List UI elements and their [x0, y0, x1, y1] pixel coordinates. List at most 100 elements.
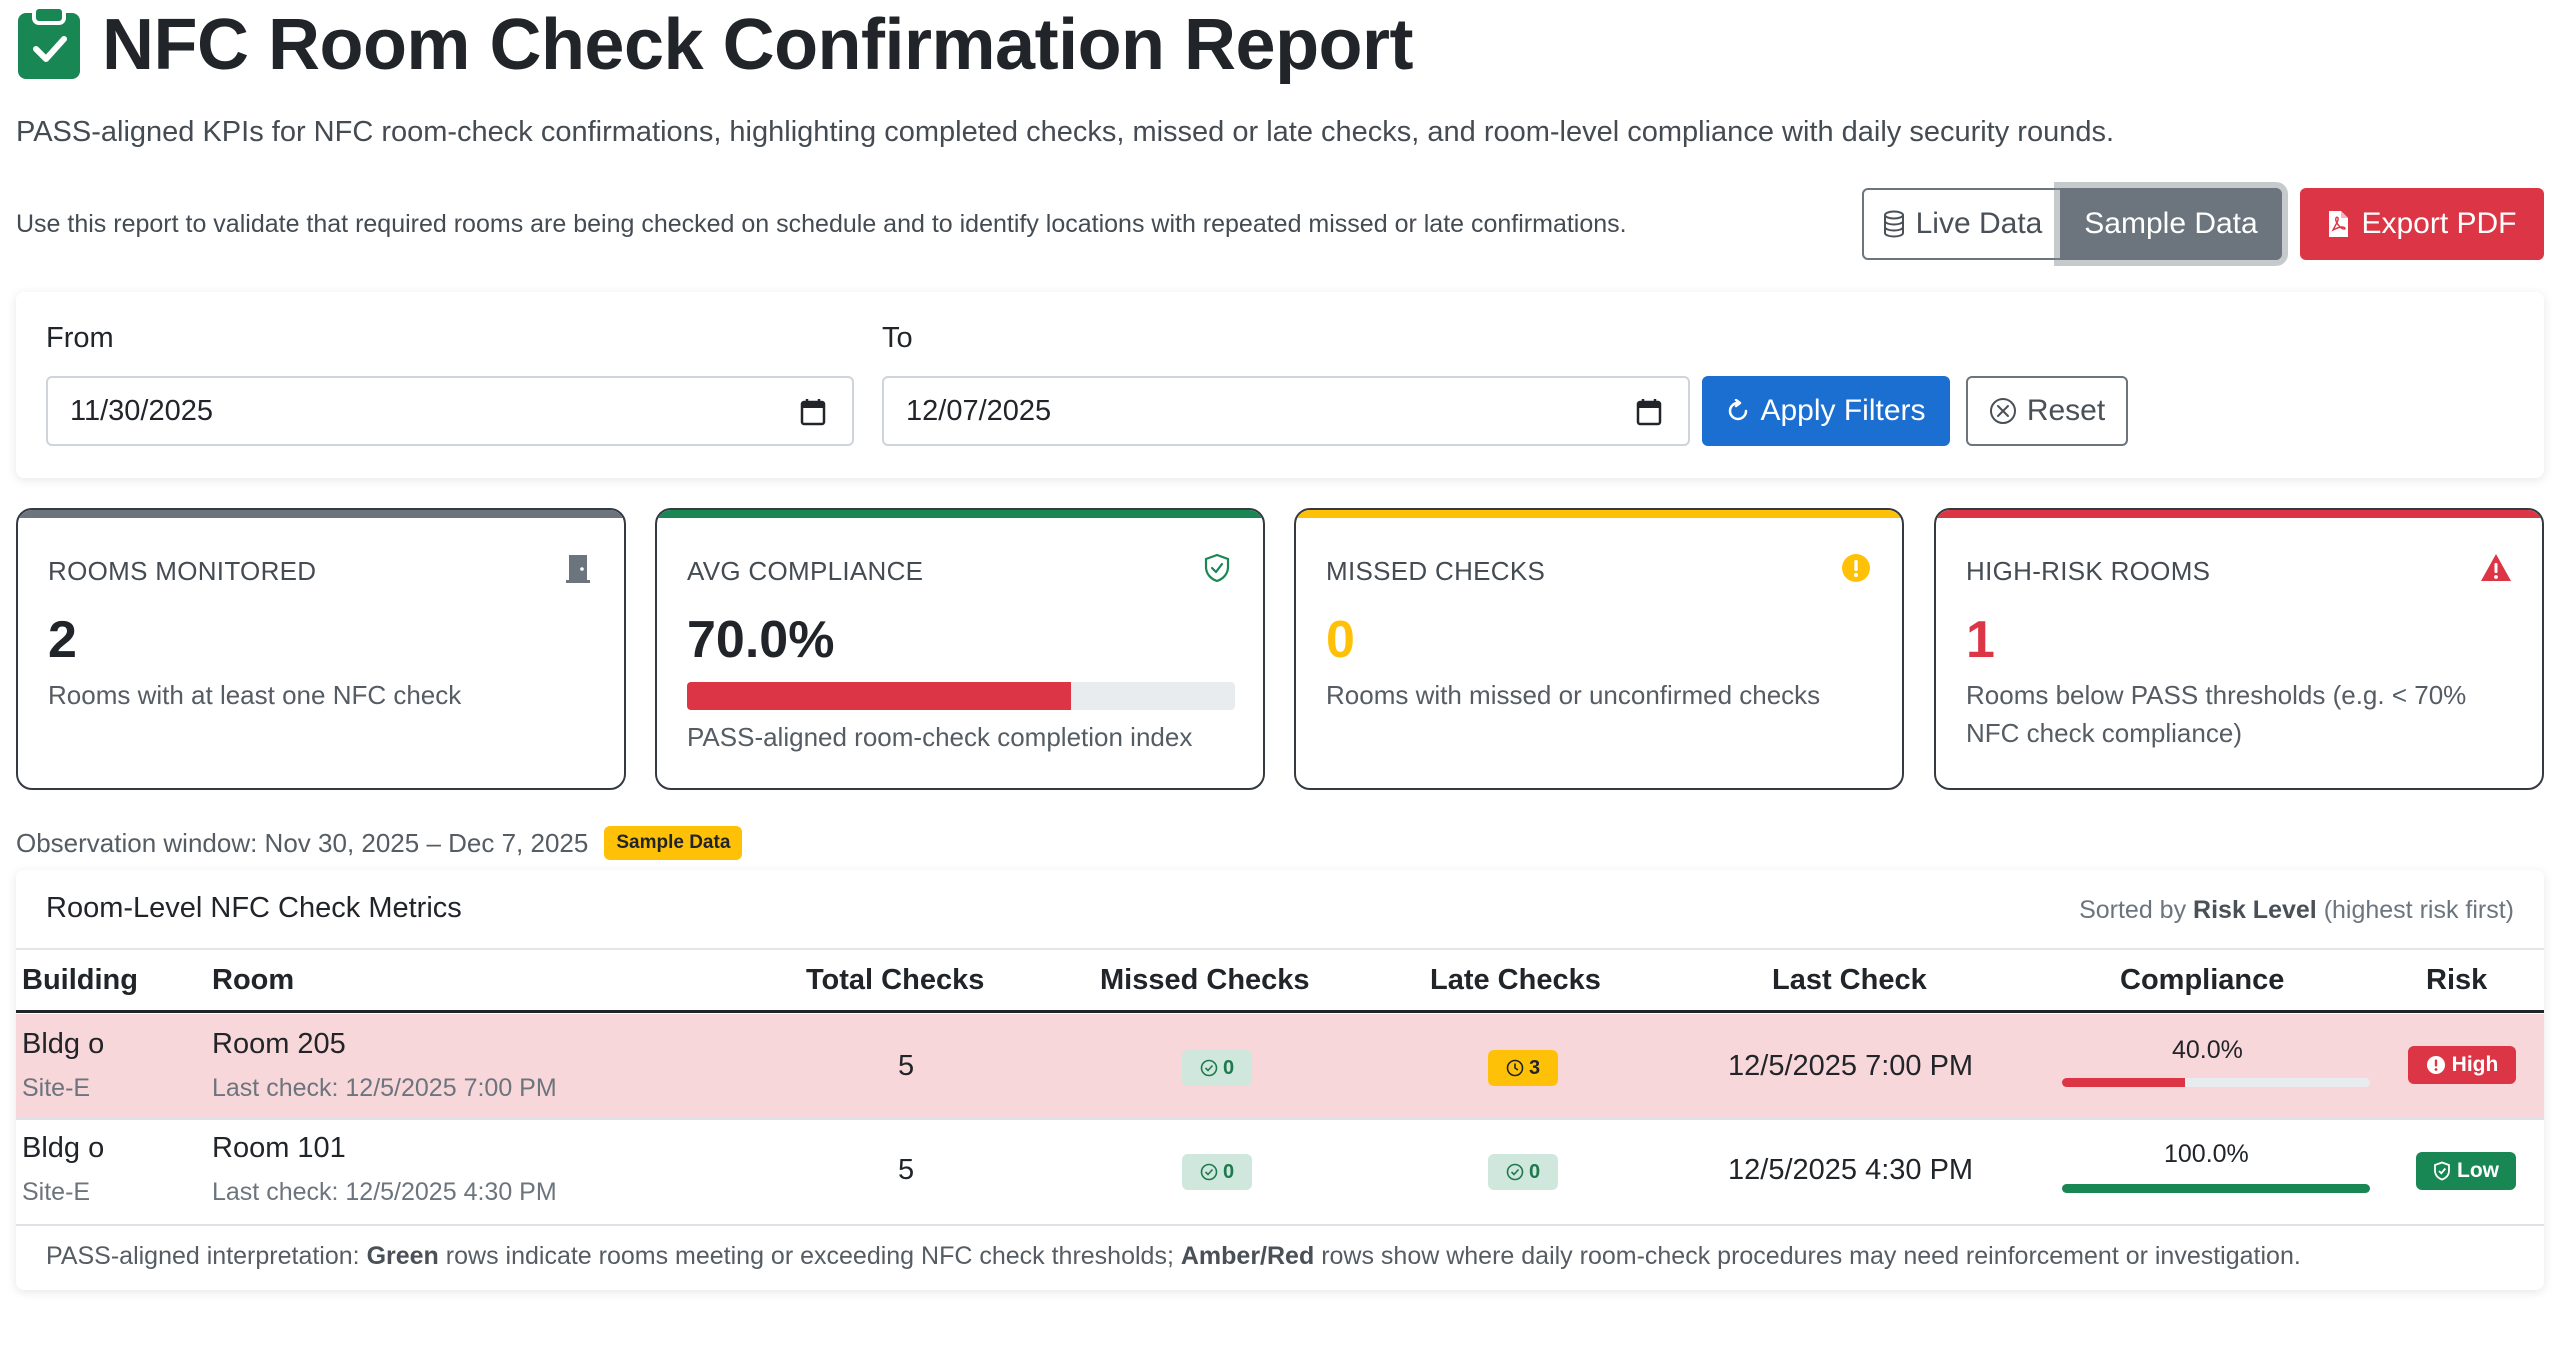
column-header-room[interactable]: Room [212, 964, 295, 996]
building-cell: Bldg o [22, 1028, 105, 1060]
missed-checks-pill: 0 [1182, 1154, 1252, 1190]
filter-panel: From 11/30/2025 To 12/07/2025 [16, 292, 2544, 478]
note-end: rows show where daily room-check procedu… [1321, 1242, 2301, 1270]
table-row[interactable]: Bldg o Site-E Room 101 Last check: 12/5/… [16, 1120, 2544, 1226]
exclamation-circle-icon [2426, 1056, 2445, 1074]
sort-prefix: Sorted by [2079, 896, 2187, 924]
kpi-accent-bar [18, 510, 624, 518]
room-cell: Room 205 [212, 1028, 346, 1060]
note-amber: Amber [1180, 1242, 1261, 1270]
x-circle-icon [1989, 398, 2016, 424]
sort-indicator: Sorted by Risk Level (highest risk first… [2079, 896, 2514, 925]
column-header-missed-checks[interactable]: Missed Checks [1100, 964, 1310, 996]
kpi-label: AVG COMPLIANCE [687, 556, 924, 586]
kpi-missed-checks: MISSED CHECKS 0 Rooms with missed or unc… [1294, 508, 1904, 790]
export-pdf-label: Export PDF [2361, 207, 2517, 240]
from-label: From [46, 322, 114, 354]
kpi-label: HIGH-RISK ROOMS [1966, 556, 2211, 586]
column-header-building[interactable]: Building [22, 964, 138, 996]
compliance-progress-bar [687, 682, 1235, 710]
missed-checks-value: 0 [1222, 1056, 1235, 1079]
kpi-accent-bar [1296, 510, 1902, 518]
note-green: Green [366, 1242, 439, 1270]
shield-check-icon [1204, 553, 1230, 583]
sort-suffix: (highest risk first) [2323, 896, 2514, 924]
column-header-risk[interactable]: Risk [2426, 964, 2488, 996]
reset-button[interactable]: Reset [1966, 376, 2128, 446]
last-check-cell: 12/5/2025 4:30 PM [1728, 1154, 1974, 1186]
page-header: NFC Room Check Confirmation Report [16, 0, 1414, 90]
note-mid: rows indicate rooms meeting or exceeding… [445, 1242, 1174, 1270]
reset-label: Reset [2026, 394, 2106, 427]
to-label: To [882, 322, 913, 354]
refresh-icon [1729, 399, 1748, 421]
database-icon [1883, 210, 1904, 238]
kpi-rooms-monitored: ROOMS MONITORED 2 Rooms with at least on… [16, 508, 626, 790]
kpi-value: 70.0% [687, 611, 835, 669]
column-header-compliance[interactable]: Compliance [2120, 964, 2285, 996]
note-prefix: PASS-aligned interpretation: [46, 1242, 360, 1270]
compliance-value: 100.0% [2164, 1140, 2249, 1168]
risk-label: High [2451, 1053, 2499, 1076]
page-subtitle: PASS-aligned KPIs for NFC room-check con… [16, 116, 2115, 148]
kpi-caption: PASS-aligned room-check completion index [687, 722, 1193, 752]
compliance-bar-fill [2062, 1184, 2370, 1193]
room-last-check-sub: Last check: 12/5/2025 4:30 PM [212, 1178, 557, 1206]
kpi-label: ROOMS MONITORED [48, 556, 317, 586]
exclamation-circle-icon [1842, 554, 1870, 582]
kpi-value: 1 [1966, 611, 1995, 669]
table-title: Room-Level NFC Check Metrics [46, 892, 462, 924]
late-checks-value: 3 [1528, 1056, 1541, 1079]
site-cell: Site-E [22, 1074, 91, 1102]
compliance-value: 40.0% [2172, 1036, 2243, 1064]
kpi-value: 0 [1326, 611, 1355, 669]
pdf-file-icon [2329, 211, 2349, 237]
compliance-bar [2062, 1184, 2370, 1193]
kpi-label: MISSED CHECKS [1326, 556, 1546, 586]
export-pdf-button[interactable]: Export PDF [2300, 188, 2544, 260]
door-icon [566, 555, 590, 583]
compliance-bar [2062, 1078, 2370, 1087]
live-data-label: Live Data [1915, 207, 2043, 240]
kpi-accent-bar [657, 510, 1263, 518]
to-date-input[interactable]: 12/07/2025 [882, 376, 1690, 446]
risk-badge: Low [2416, 1152, 2516, 1190]
interpretation-note: PASS-aligned interpretation: Green rows … [46, 1242, 2301, 1271]
apply-filters-button[interactable]: Apply Filters [1702, 376, 1950, 446]
table-header-row: Building Room Total Checks Missed Checks… [16, 950, 2544, 1013]
clipboard-check-icon [18, 5, 80, 79]
compliance-progress-fill [687, 682, 1071, 710]
calendar-icon[interactable] [800, 398, 826, 426]
live-data-button[interactable]: Live Data [1862, 188, 2062, 260]
table-row[interactable]: Bldg o Site-E Room 205 Last check: 12/5/… [16, 1014, 2544, 1120]
column-header-late-checks[interactable]: Late Checks [1430, 964, 1601, 996]
total-checks-cell: 5 [898, 1050, 915, 1082]
kpi-accent-bar [1936, 510, 2542, 518]
building-cell: Bldg o [22, 1132, 105, 1164]
room-cell: Room 101 [212, 1132, 346, 1164]
risk-label: Low [2457, 1159, 2499, 1182]
compliance-bar-fill [2062, 1078, 2186, 1087]
sample-data-button[interactable]: Sample Data [2060, 188, 2282, 260]
note-red: Red [1267, 1242, 1315, 1270]
calendar-icon[interactable] [1636, 398, 1662, 426]
risk-badge: High [2408, 1046, 2516, 1084]
late-checks-pill: 0 [1488, 1154, 1558, 1190]
from-date-value: 11/30/2025 [70, 394, 213, 427]
late-checks-value: 0 [1528, 1160, 1541, 1183]
kpi-caption: Rooms with missed or unconfirmed checks [1326, 680, 1821, 710]
kpi-caption: Rooms below PASS thresholds (e.g. < 70% … [1966, 680, 2467, 748]
column-header-total-checks[interactable]: Total Checks [806, 964, 985, 996]
warning-triangle-icon [2481, 554, 2511, 581]
sample-data-badge: Sample Data [604, 826, 743, 860]
check-circle-icon [1506, 1163, 1524, 1181]
kpi-value: 2 [48, 611, 77, 669]
column-header-last-check[interactable]: Last Check [1772, 964, 1927, 996]
kpi-high-risk-rooms: HIGH-RISK ROOMS 1 Rooms below PASS thres… [1934, 508, 2544, 790]
check-circle-icon [1200, 1059, 1218, 1077]
observation-text: Observation window: Nov 30, 2025 – Dec 7… [16, 827, 589, 858]
sample-data-label: Sample Data [2084, 207, 2258, 240]
kpi-avg-compliance: AVG COMPLIANCE 70.0% PASS-aligned room-c… [655, 508, 1265, 790]
from-date-input[interactable]: 11/30/2025 [46, 376, 854, 446]
total-checks-cell: 5 [898, 1154, 915, 1186]
